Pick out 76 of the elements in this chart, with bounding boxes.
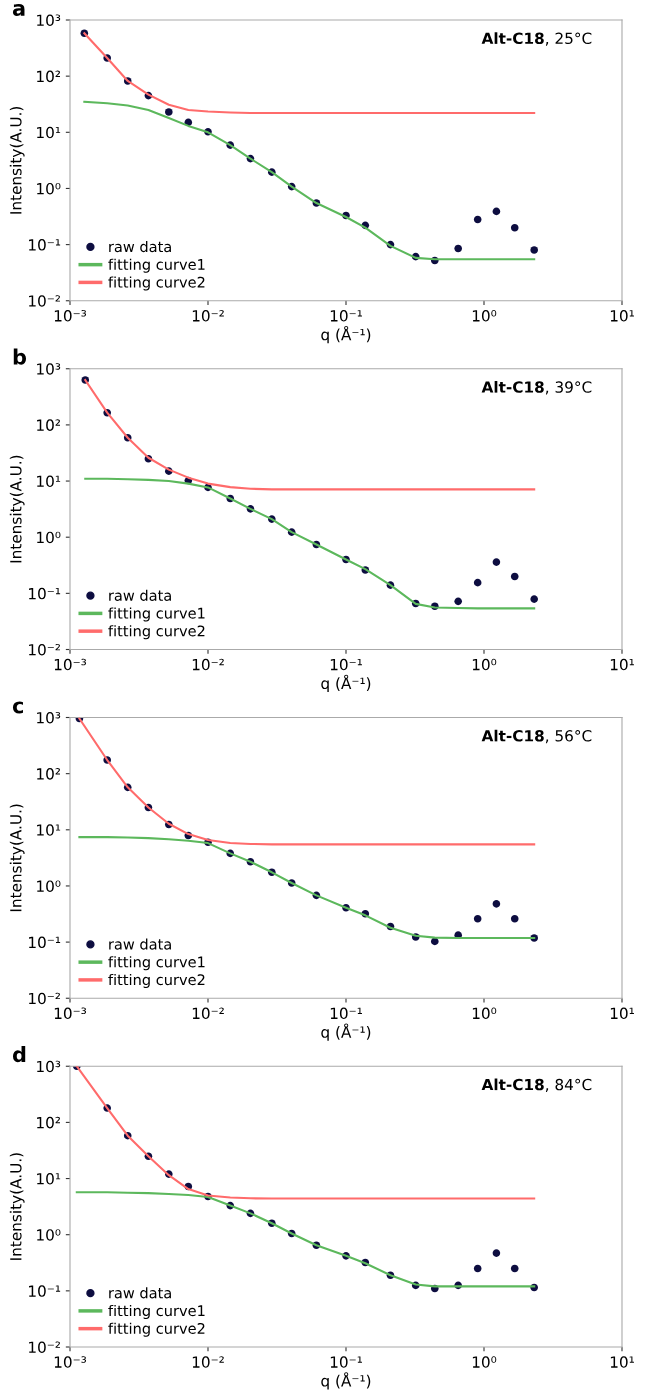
annotation: , 25°C <box>545 32 592 46</box>
x-tick-label: 10¹ <box>610 1007 634 1020</box>
chart-title: c <box>12 701 23 714</box>
x-tick-label: 10⁻² <box>192 1007 224 1020</box>
y-tick-label: 10⁻¹ <box>29 587 61 600</box>
x-tick-label: 10⁻³ <box>54 658 87 671</box>
annotation: , 56°C <box>545 730 592 744</box>
y-tick-label: 10⁻¹ <box>29 1285 61 1297</box>
chart-title: b <box>13 348 27 365</box>
x-tick-label: 10⁰ <box>472 310 497 322</box>
annotation: , 39°C <box>545 381 592 395</box>
y-tick-label: 10³ <box>37 711 61 724</box>
y-axis-title: Intensity(A.U.) <box>9 1153 25 1260</box>
x-tick-label: 10⁻³ <box>54 1356 87 1368</box>
legend-label: fitting curve2 <box>108 625 205 640</box>
legend-label: fitting curve2 <box>108 1322 205 1337</box>
y-axis-title: Intensity(A.U.) <box>9 455 25 563</box>
y-tick-label: 10⁰ <box>37 1229 61 1241</box>
legend-label: fitting curve2 <box>108 973 205 989</box>
y-tick-label: 10⁰ <box>37 182 61 195</box>
y-tick-label: 10¹ <box>37 475 61 488</box>
legend-label: fitting curve1 <box>108 607 205 622</box>
x-axis-title: q (Å⁻¹) <box>321 674 371 693</box>
x-tick-label: 10⁰ <box>472 1356 497 1368</box>
legend-label: fitting curve1 <box>108 258 205 273</box>
annotation: Alt-C18 <box>481 1078 544 1091</box>
annotation: Alt-C18 <box>481 32 544 45</box>
y-tick-label: 10³ <box>37 363 61 375</box>
annotation: Alt-C18 <box>481 381 544 393</box>
x-tick-label: 10⁻² <box>192 658 224 671</box>
y-tick-label: 10² <box>37 1116 61 1129</box>
y-axis-title: Intensity(A.U.) <box>9 106 25 214</box>
y-tick-label: 10² <box>37 70 61 83</box>
y-tick-label: 10³ <box>37 1060 61 1073</box>
y-tick-label: 10¹ <box>37 126 61 139</box>
y-tick-label: 10¹ <box>37 824 61 836</box>
x-axis-title: q (Å⁻¹) <box>321 1023 371 1041</box>
y-tick-label: 10⁰ <box>37 880 61 892</box>
chart-title: a <box>12 4 25 16</box>
y-tick-label: 10¹ <box>37 1173 61 1185</box>
legend-label: raw data <box>109 240 171 253</box>
x-axis-title: q (Å⁻¹) <box>321 1372 371 1390</box>
x-tick-label: 10⁰ <box>472 658 497 671</box>
legend-label: raw data <box>109 938 171 950</box>
y-tick-label: 10³ <box>37 14 61 27</box>
y-tick-label: 10² <box>37 419 61 431</box>
legend-label: fitting curve1 <box>108 1304 205 1320</box>
x-tick-label: 10¹ <box>610 658 634 671</box>
chart-title: d <box>12 1046 26 1063</box>
y-tick-label: 10⁻¹ <box>29 239 61 251</box>
x-tick-label: 10⁰ <box>472 1007 497 1020</box>
x-tick-label: 10⁻² <box>192 310 224 322</box>
legend-label: raw data <box>109 589 171 601</box>
x-tick-label: 10⁻¹ <box>330 1356 362 1368</box>
y-tick-label: 10⁻² <box>29 295 61 307</box>
annotation: Alt-C18 <box>481 729 544 742</box>
y-tick-label: 10⁻² <box>29 643 61 656</box>
legend-label: fitting curve1 <box>108 956 205 971</box>
x-tick-label: 10⁻¹ <box>330 658 362 671</box>
x-tick-label: 10⁻¹ <box>330 310 362 322</box>
y-tick-label: 10² <box>37 768 61 780</box>
x-tick-label: 10¹ <box>610 310 634 322</box>
legend-label: raw data <box>109 1287 171 1299</box>
y-tick-label: 10⁻¹ <box>29 936 61 949</box>
y-tick-label: 10⁻² <box>29 992 61 1005</box>
x-axis-title: q (Å⁻¹) <box>321 325 371 344</box>
y-tick-label: 10⁻² <box>29 1341 61 1354</box>
x-tick-label: 10⁻³ <box>54 1007 87 1020</box>
y-tick-label: 10⁰ <box>37 531 61 544</box>
x-tick-label: 10⁻¹ <box>330 1007 362 1020</box>
y-axis-title: Intensity(A.U.) <box>9 804 25 912</box>
x-tick-label: 10⁻³ <box>54 310 87 322</box>
legend-label: fitting curve2 <box>108 276 205 291</box>
annotation: , 84°C <box>545 1078 592 1092</box>
x-tick-label: 10⁻² <box>192 1356 224 1368</box>
x-tick-label: 10¹ <box>610 1356 634 1368</box>
